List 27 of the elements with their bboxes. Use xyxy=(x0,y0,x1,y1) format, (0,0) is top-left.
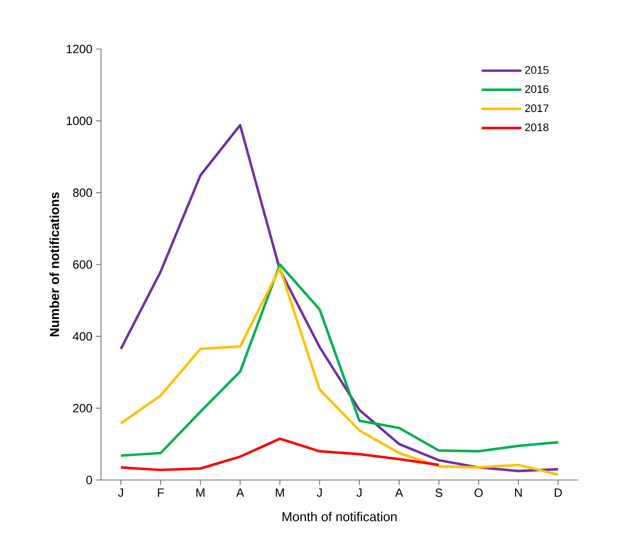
line-series xyxy=(120,124,560,472)
y-tick-label: 200 xyxy=(73,404,92,412)
x-tick-label: A xyxy=(236,488,244,497)
legend-label: 2015 xyxy=(525,66,548,74)
x-tick-label: F xyxy=(158,488,164,497)
line-series xyxy=(120,437,440,472)
x-tick-label: M xyxy=(196,488,204,497)
x-tick-label: J xyxy=(356,488,362,497)
x-tick-label: J xyxy=(316,488,322,497)
x-axis-title: Month of notification xyxy=(282,512,397,522)
legend-label: 2017 xyxy=(525,104,548,112)
y-tick-label: 600 xyxy=(73,260,92,269)
y-tick-label: 800 xyxy=(73,188,92,197)
y-tick-label: 0 xyxy=(86,476,92,484)
x-tick-label: D xyxy=(554,488,562,497)
y-tick-label: 1000 xyxy=(66,116,92,126)
x-tick-label: N xyxy=(515,488,522,497)
x-tick-label: A xyxy=(395,488,404,497)
y-tick-label: 400 xyxy=(72,332,92,341)
x-tick-label: M xyxy=(276,488,284,497)
legend-label: 2018 xyxy=(525,123,548,132)
y-tick-label: 1200 xyxy=(66,44,92,54)
legend-label: 2016 xyxy=(525,85,548,93)
x-tick-label: O xyxy=(474,488,483,497)
x-tick-label: S xyxy=(435,488,442,497)
y-axis-title: Number of notifications xyxy=(50,192,60,336)
x-tick-label: J xyxy=(118,488,123,497)
